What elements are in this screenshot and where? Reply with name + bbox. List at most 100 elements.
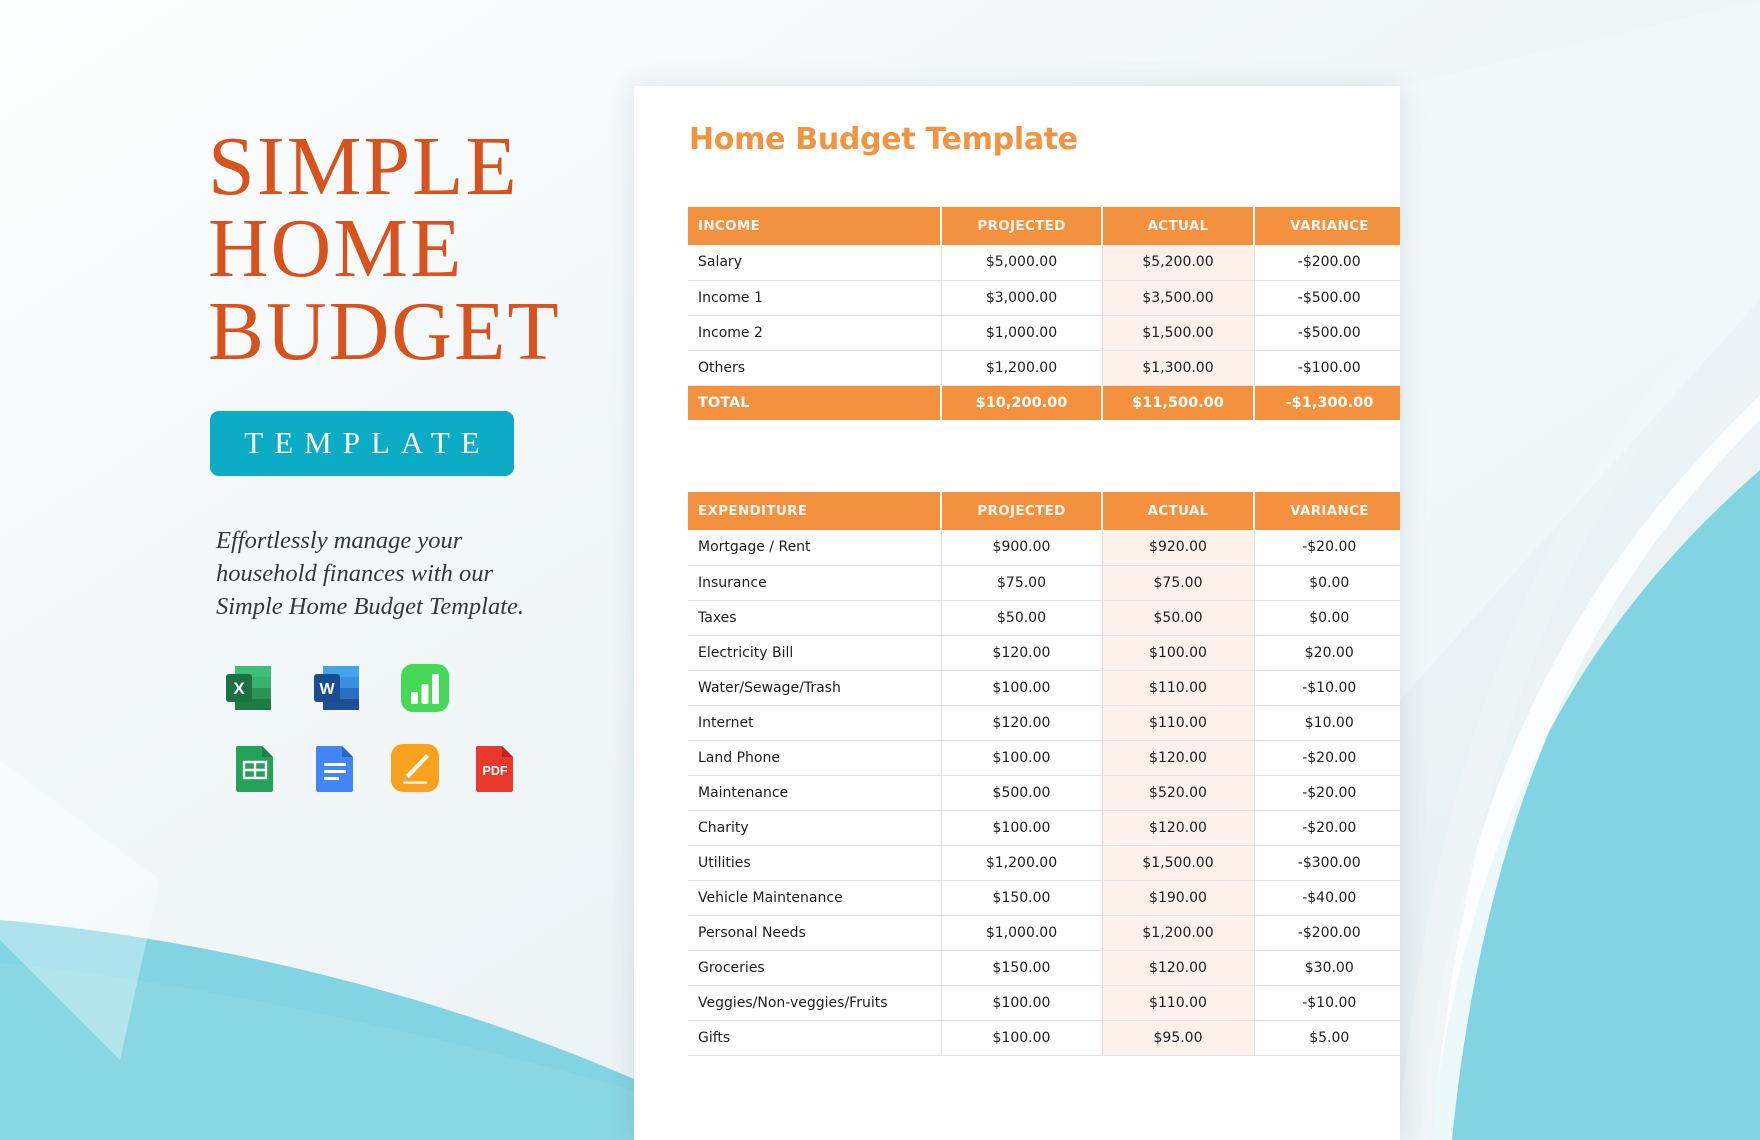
row-actual: $110.00 bbox=[1102, 705, 1255, 741]
income-header-variance: VARIANCE bbox=[1254, 207, 1400, 245]
total-actual: $11,500.00 bbox=[1102, 385, 1255, 420]
word-icon[interactable]: W bbox=[310, 661, 364, 715]
title-line-2: HOME bbox=[208, 202, 464, 296]
row-variance: -$10.00 bbox=[1254, 985, 1400, 1021]
row-projected: $100.00 bbox=[941, 810, 1103, 846]
expenditure-table-header: EXPENDITURE PROJECTED ACTUAL VARIANCE bbox=[688, 492, 1400, 530]
table-row: Taxes $50.00 $50.00 $0.00 bbox=[688, 600, 1400, 636]
row-variance: $0.00 bbox=[1254, 600, 1400, 636]
row-projected: $1,000.00 bbox=[941, 915, 1103, 951]
row-label: Maintenance bbox=[688, 775, 942, 811]
excel-icon[interactable]: X bbox=[222, 661, 276, 715]
row-variance: -$200.00 bbox=[1254, 245, 1400, 281]
expenditure-header-variance: VARIANCE bbox=[1254, 492, 1400, 530]
pdf-icon[interactable]: PDF bbox=[468, 741, 522, 795]
row-label: Vehicle Maintenance bbox=[688, 880, 942, 916]
table-row: Charity $100.00 $120.00 -$20.00 bbox=[688, 810, 1400, 846]
row-variance: -$20.00 bbox=[1254, 530, 1400, 566]
row-actual: $520.00 bbox=[1102, 775, 1255, 811]
google-sheets-icon[interactable] bbox=[228, 741, 282, 795]
income-total-row: TOTAL $10,200.00 $11,500.00 -$1,300.00 bbox=[688, 385, 1400, 420]
row-label: Personal Needs bbox=[688, 915, 942, 951]
row-variance: $30.00 bbox=[1254, 950, 1400, 986]
row-actual: $120.00 bbox=[1102, 740, 1255, 776]
row-label: Internet bbox=[688, 705, 942, 741]
row-projected: $100.00 bbox=[941, 985, 1103, 1021]
table-row: Mortgage / Rent $900.00 $920.00 -$20.00 bbox=[688, 530, 1400, 566]
total-projected: $10,200.00 bbox=[941, 385, 1103, 420]
template-badge-label: TEMPLATE bbox=[244, 425, 491, 461]
expenditure-header-actual: ACTUAL bbox=[1102, 492, 1255, 530]
row-label: Water/Sewage/Trash bbox=[688, 670, 942, 706]
promo-description: Effortlessly manage your household finan… bbox=[216, 526, 525, 621]
row-actual: $120.00 bbox=[1102, 950, 1255, 986]
total-label: TOTAL bbox=[688, 385, 942, 420]
row-label: Income 1 bbox=[688, 280, 942, 316]
row-variance: -$100.00 bbox=[1254, 350, 1400, 386]
table-row: Land Phone $100.00 $120.00 -$20.00 bbox=[688, 740, 1400, 776]
template-badge: TEMPLATE bbox=[210, 410, 514, 476]
row-projected: $1,200.00 bbox=[941, 845, 1103, 881]
row-label: Others bbox=[688, 350, 942, 386]
row-variance: -$40.00 bbox=[1254, 880, 1400, 916]
row-actual: $100.00 bbox=[1102, 635, 1255, 671]
row-projected: $75.00 bbox=[941, 565, 1103, 601]
promo-panel: SIMPLE HOME BUDGET TEMPLATE Effortlessly… bbox=[0, 0, 640, 1140]
row-actual: $1,500.00 bbox=[1102, 845, 1255, 881]
row-actual: $1,200.00 bbox=[1102, 915, 1255, 951]
numbers-icon[interactable] bbox=[398, 661, 452, 715]
table-row: Vehicle Maintenance $150.00 $190.00 -$40.00 bbox=[688, 880, 1400, 916]
row-label: Charity bbox=[688, 810, 942, 846]
row-label: Salary bbox=[688, 245, 942, 281]
google-docs-icon[interactable] bbox=[308, 741, 362, 795]
format-icons-row-1: X W bbox=[222, 661, 640, 715]
row-projected: $120.00 bbox=[941, 705, 1103, 741]
row-variance: -$20.00 bbox=[1254, 810, 1400, 846]
apple-pages-icon[interactable] bbox=[388, 741, 442, 795]
expenditure-header-label: EXPENDITURE bbox=[688, 492, 942, 530]
row-label: Utilities bbox=[688, 845, 942, 881]
table-row: Insurance $75.00 $75.00 $0.00 bbox=[688, 565, 1400, 601]
table-header-row: INCOME PROJECTED ACTUAL VARIANCE bbox=[688, 207, 1400, 245]
row-actual: $120.00 bbox=[1102, 810, 1255, 846]
row-variance: $5.00 bbox=[1254, 1020, 1400, 1056]
svg-text:W: W bbox=[319, 681, 335, 698]
table-row: Maintenance $500.00 $520.00 -$20.00 bbox=[688, 775, 1400, 811]
title-line-1: SIMPLE bbox=[208, 120, 519, 213]
income-table-header: INCOME PROJECTED ACTUAL VARIANCE bbox=[688, 207, 1400, 245]
row-actual: $110.00 bbox=[1102, 985, 1255, 1021]
row-actual: $50.00 bbox=[1102, 600, 1255, 636]
row-actual: $5,200.00 bbox=[1102, 245, 1255, 281]
row-label: Income 2 bbox=[688, 315, 942, 351]
row-projected: $900.00 bbox=[941, 530, 1103, 566]
row-label: Land Phone bbox=[688, 740, 942, 776]
row-projected: $150.00 bbox=[941, 880, 1103, 916]
svg-text:X: X bbox=[233, 679, 245, 698]
row-projected: $150.00 bbox=[941, 950, 1103, 986]
table-row: Internet $120.00 $110.00 $10.00 bbox=[688, 705, 1400, 741]
expenditure-table-body: Mortgage / Rent $900.00 $920.00 -$20.00 Insu… bbox=[688, 530, 1400, 1056]
table-row: Gifts $100.00 $95.00 $5.00 bbox=[688, 1020, 1400, 1056]
row-variance: -$300.00 bbox=[1254, 845, 1400, 881]
row-projected: $1,000.00 bbox=[941, 315, 1103, 351]
row-variance: -$500.00 bbox=[1254, 315, 1400, 351]
row-actual: $75.00 bbox=[1102, 565, 1255, 601]
table-row: Others $1,200.00 $1,300.00 -$100.00 bbox=[688, 350, 1400, 386]
row-label: Mortgage / Rent bbox=[688, 530, 942, 566]
row-label: Taxes bbox=[688, 600, 942, 636]
table-row: Water/Sewage/Trash $100.00 $110.00 -$10.00 bbox=[688, 670, 1400, 706]
document-title: Home Budget Template bbox=[689, 122, 1078, 157]
row-actual: $1,500.00 bbox=[1102, 315, 1255, 351]
income-header-actual: ACTUAL bbox=[1102, 207, 1255, 245]
table-row: Salary $5,000.00 $5,200.00 -$200.00 bbox=[688, 245, 1400, 281]
row-actual: $920.00 bbox=[1102, 530, 1255, 566]
row-variance: -$20.00 bbox=[1254, 740, 1400, 776]
row-projected: $1,200.00 bbox=[941, 350, 1103, 386]
row-actual: $3,500.00 bbox=[1102, 280, 1255, 316]
row-projected: $100.00 bbox=[941, 740, 1103, 776]
row-label: Veggies/Non-veggies/Fruits bbox=[688, 985, 942, 1021]
row-projected: $50.00 bbox=[941, 600, 1103, 636]
row-actual: $190.00 bbox=[1102, 880, 1255, 916]
row-label: Insurance bbox=[688, 565, 942, 601]
row-projected: $3,000.00 bbox=[941, 280, 1103, 316]
